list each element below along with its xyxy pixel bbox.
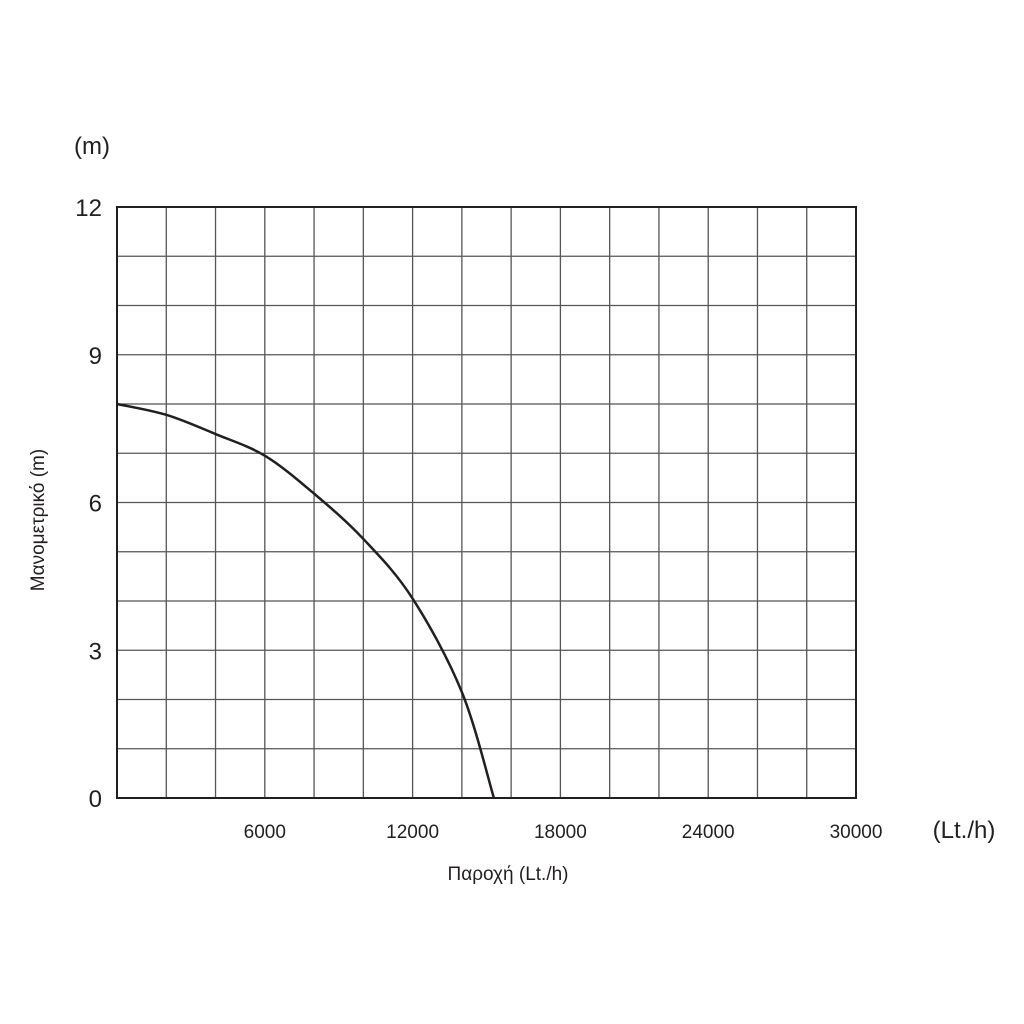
y-unit-label: (m) xyxy=(74,133,110,160)
plot-frame xyxy=(116,206,857,799)
x-unit-label: (Lt./h) xyxy=(933,817,996,844)
y-tick-label: 6 xyxy=(89,491,102,518)
y-tick-label: 9 xyxy=(89,343,102,370)
series-line xyxy=(116,402,496,799)
y-tick-label: 12 xyxy=(75,195,102,222)
x-tick-labels: 6000 12000 18000 24000 30000 xyxy=(244,822,883,843)
y-axis-label: Μανομετρικό (m) xyxy=(28,449,49,591)
x-tick-label: 18000 xyxy=(534,822,587,843)
y-tick-labels: 0 3 6 9 12 xyxy=(75,195,102,813)
x-axis-label: Παροχή (Lt./h) xyxy=(447,864,568,885)
grid xyxy=(117,207,856,798)
y-tick-label: 0 xyxy=(89,786,102,813)
x-tick-label: 6000 xyxy=(244,822,286,843)
x-tick-label: 30000 xyxy=(830,822,883,843)
y-tick-label: 3 xyxy=(89,638,102,665)
x-tick-label: 12000 xyxy=(386,822,439,843)
x-tick-label: 24000 xyxy=(682,822,735,843)
